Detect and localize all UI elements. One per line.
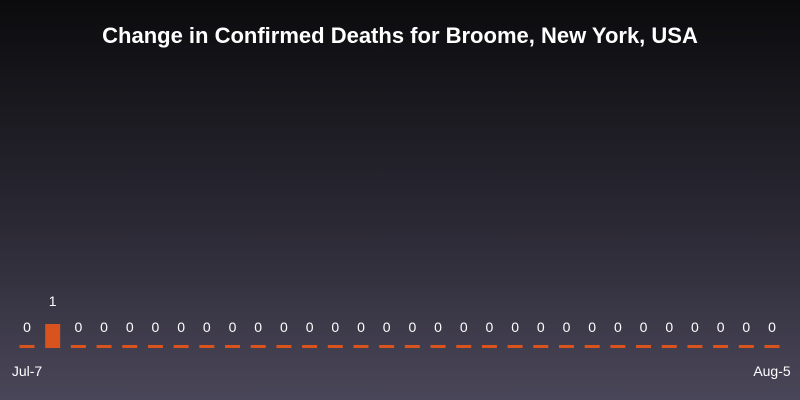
bar-value-label: 0 [383,319,391,335]
bar-value-label: 0 [331,319,339,335]
bar [96,345,112,348]
bar-value-label: 0 [357,319,365,335]
bar-value-label: 0 [614,319,622,335]
bars-group [19,324,780,348]
bar [379,345,395,348]
bar-value-label: 0 [306,319,314,335]
bar-value-label: 0 [74,319,82,335]
chart-title: Change in Confirmed Deaths for Broome, N… [102,23,698,48]
bar [122,345,138,348]
bar-value-label: 0 [203,319,211,335]
bar-value-label: 1 [49,293,57,309]
bar-value-label: 0 [742,319,750,335]
bar [558,345,574,348]
bar [507,345,523,348]
x-tick-label: Jul-7 [12,363,43,379]
bar [738,345,754,348]
bar-value-label: 0 [408,319,416,335]
bar [45,324,61,348]
bar [636,345,652,348]
bar [173,345,189,348]
bar [276,345,292,348]
bar-value-label: 0 [717,319,725,335]
bar-value-label: 0 [23,319,31,335]
bar-value-label: 0 [768,319,776,335]
bar [353,345,369,348]
bar [430,345,446,348]
bar [610,345,626,348]
bar [327,345,343,348]
bar-value-label: 0 [126,319,134,335]
bar-value-label: 0 [100,319,108,335]
bar-value-label: 0 [511,319,519,335]
bar [661,345,677,348]
x-tick-labels-group: Jul-7 Aug-5 [12,363,791,379]
bar-value-label: 0 [280,319,288,335]
x-tick-label: Aug-5 [753,363,791,379]
value-labels-group: 0 1 0 0 0 0 0 0 0 0 0 0 0 0 0 0 0 0 0 0 0 0 0 0 0 0 0 0 0 0 [23,293,776,335]
bar [533,345,549,348]
bar-value-label: 0 [486,319,494,335]
bar [687,345,703,348]
bar-value-label: 0 [229,319,237,335]
bar [302,345,318,348]
bar [199,345,215,348]
bar [250,345,266,348]
bar [404,345,420,348]
bar-value-label: 0 [177,319,185,335]
bar-value-label: 0 [537,319,545,335]
bar [147,345,163,348]
bar [713,345,729,348]
bar [584,345,600,348]
bar-value-label: 0 [152,319,160,335]
bar-value-label: 0 [691,319,699,335]
bar [70,345,86,348]
bar [456,345,472,348]
bar [225,345,241,348]
bar-value-label: 0 [665,319,673,335]
bar-value-label: 0 [434,319,442,335]
bar [481,345,497,348]
bar [19,345,35,348]
bar-value-label: 0 [588,319,596,335]
bar-value-label: 0 [254,319,262,335]
bar-value-label: 0 [640,319,648,335]
bar [764,345,780,348]
bar-value-label: 0 [460,319,468,335]
bar-value-label: 0 [563,319,571,335]
